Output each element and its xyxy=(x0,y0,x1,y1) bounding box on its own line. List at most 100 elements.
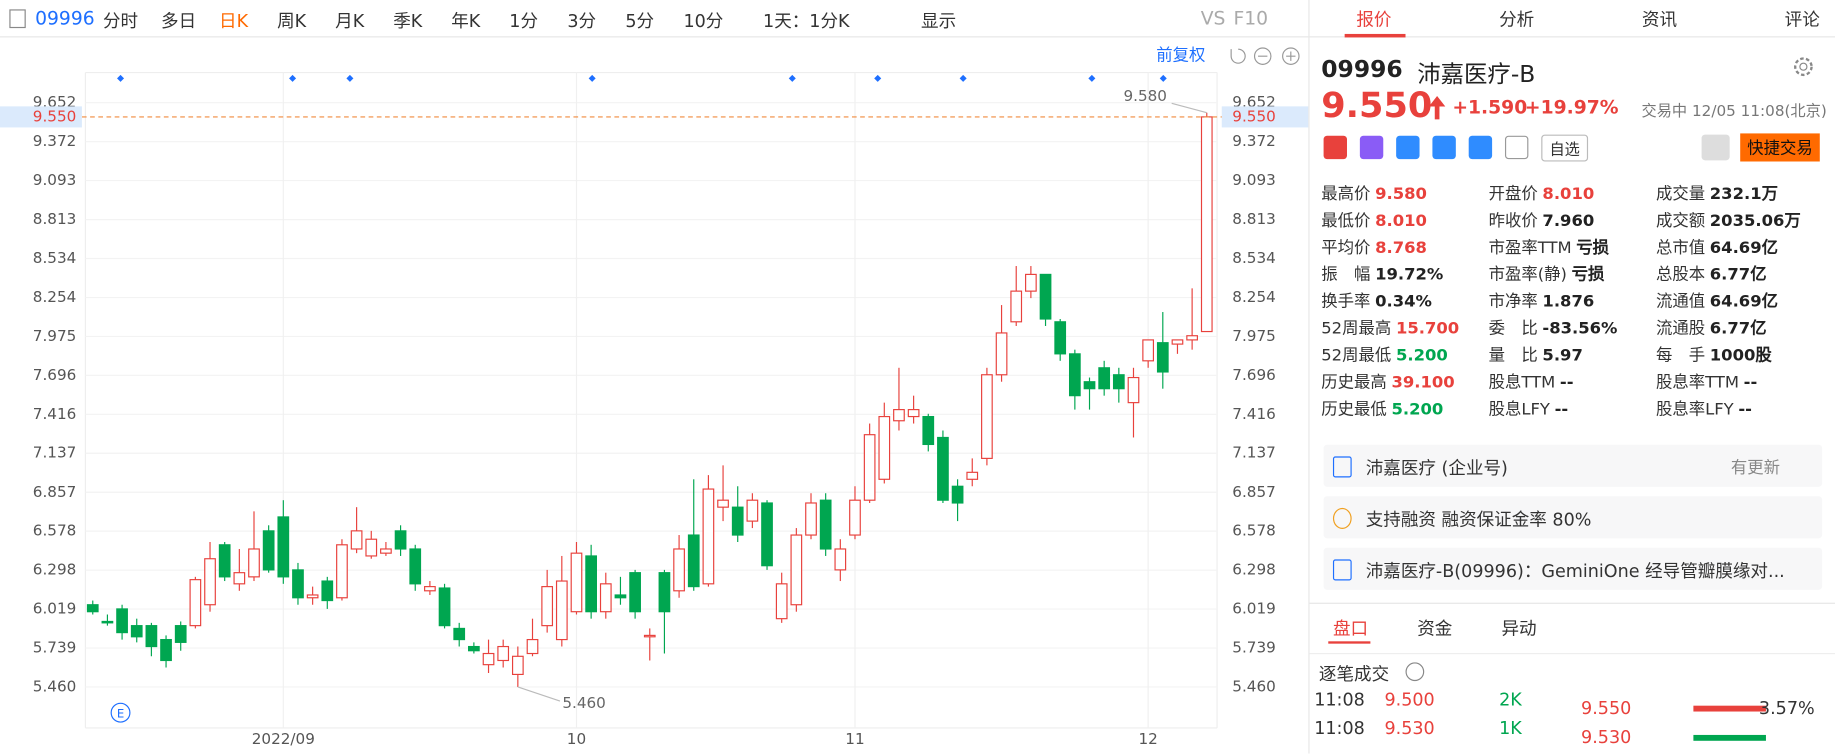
stat-value: 39.100 xyxy=(1391,373,1455,393)
divider xyxy=(1309,602,1835,604)
stat-label: 市盈率(静) xyxy=(1488,265,1567,285)
stat: 总市值 64.69亿 xyxy=(1656,235,1778,258)
x-tick-label: 12 xyxy=(1138,730,1157,748)
quote-tab[interactable]: 分析 xyxy=(1499,9,1535,31)
period-tab[interactable]: 3分 xyxy=(567,10,597,32)
y-tick-label: 8.534 xyxy=(33,249,77,267)
period-tab[interactable]: 分时 xyxy=(102,10,139,32)
stat-label: 开盘价 xyxy=(1488,184,1538,204)
candle-body xyxy=(438,587,451,627)
menu-icon xyxy=(9,9,26,29)
candle-body xyxy=(658,572,671,613)
candle-body xyxy=(834,548,847,571)
stat-value: 1000股 xyxy=(1709,346,1772,366)
trade-volume: 2K xyxy=(1499,689,1522,711)
stat-label: 流通值 xyxy=(1655,292,1706,312)
stat: 换手率 0.34% xyxy=(1321,289,1432,312)
y-tick-label: 7.975 xyxy=(33,327,77,345)
bottom-tab[interactable]: 资金 xyxy=(1417,617,1453,639)
candle-body xyxy=(761,502,773,567)
y-tick-label-right: 8.254 xyxy=(1232,288,1276,306)
adjust-label: 前复权 xyxy=(1156,46,1205,65)
status: 交易中 12/05 11:08(北京) xyxy=(1641,102,1827,121)
stat-value: 6.77亿 xyxy=(1709,319,1767,339)
chart-controls[interactable] xyxy=(1230,47,1300,65)
quote-tab[interactable]: 资讯 xyxy=(1641,9,1678,31)
stat: 平均价 8.768 xyxy=(1321,235,1427,258)
y-tick-label: 6.019 xyxy=(33,600,77,618)
book-bar xyxy=(1693,705,1766,712)
quote-tab[interactable]: 报价 xyxy=(1356,9,1392,31)
book-price: 9.550 xyxy=(1581,697,1632,719)
candle-body xyxy=(1010,290,1023,323)
settings-icon[interactable] xyxy=(1789,53,1817,81)
candle-body xyxy=(468,645,480,652)
period-tab[interactable]: 日K xyxy=(219,10,249,32)
stat-value: 亏损 xyxy=(1576,238,1610,258)
period-tab[interactable]: 10分 xyxy=(683,10,724,32)
y-tick-label-right: 8.534 xyxy=(1232,249,1276,267)
quote-tab[interactable]: 评论 xyxy=(1784,9,1820,31)
candle-body xyxy=(555,580,568,641)
stat-label: 成交额 xyxy=(1655,211,1706,231)
period-tab[interactable]: 季K xyxy=(393,10,423,32)
period-tab[interactable]: 多日 xyxy=(161,10,197,32)
y-tick-label: 6.857 xyxy=(33,483,77,501)
period-tab[interactable]: 周K xyxy=(277,10,307,32)
y-tick-label-right: 6.298 xyxy=(1232,561,1276,579)
display-select[interactable]: 显示 xyxy=(921,10,957,32)
y-tick-label: 7.416 xyxy=(33,405,77,423)
y-tick-label: 6.578 xyxy=(33,522,77,540)
last-price-label: 9.550 xyxy=(33,107,77,125)
divider xyxy=(1309,653,1835,655)
period-tab[interactable]: 年K xyxy=(451,10,481,32)
y-tick-label-right: 7.696 xyxy=(1232,366,1276,384)
bottom-tab[interactable]: 盘口 xyxy=(1332,617,1369,639)
x-tick-label: 10 xyxy=(567,730,586,748)
f10-button[interactable]: F10 xyxy=(1233,7,1269,30)
e-icon[interactable] xyxy=(110,702,131,723)
bottom-tab[interactable]: 异动 xyxy=(1501,617,1537,639)
y-tick-label: 9.093 xyxy=(33,171,77,189)
news-row[interactable] xyxy=(1323,444,1823,487)
stat: 每 手 1000股 xyxy=(1656,343,1772,366)
y-tick-label: 8.254 xyxy=(33,288,77,306)
news-row[interactable] xyxy=(1323,547,1823,590)
news-text: 支持融资 融资保证金率 80% xyxy=(1365,509,1592,531)
book-price: 9.530 xyxy=(1581,726,1632,748)
x-tick-label: 11 xyxy=(845,730,864,748)
y-tick-label-right: 5.739 xyxy=(1232,639,1276,657)
stat: 流通值 64.69亿 xyxy=(1656,289,1778,312)
period-tab[interactable]: 1分 xyxy=(509,10,539,32)
trade-button[interactable]: 快捷交易 xyxy=(1740,133,1820,162)
y-tick-label: 5.739 xyxy=(33,639,77,657)
stat-value: -83.56% xyxy=(1542,319,1618,339)
news-row[interactable] xyxy=(1323,496,1823,539)
period-tab[interactable]: 月K xyxy=(335,10,365,32)
period-select[interactable]: 1天：1分K xyxy=(763,10,850,32)
stat: 委 比 -83.56% xyxy=(1489,316,1618,339)
y-tick-label-right: 6.019 xyxy=(1232,600,1276,618)
candle-body xyxy=(790,534,803,606)
last-price-box xyxy=(1221,106,1309,128)
candle-body xyxy=(863,434,876,501)
e-icon-label: E xyxy=(117,706,124,720)
watch-button[interactable]: 自选 xyxy=(1541,134,1589,162)
stat: 流通股 6.77亿 xyxy=(1656,316,1767,339)
tab-underline xyxy=(1344,33,1406,38)
candle-body xyxy=(336,544,348,599)
candle-body xyxy=(424,586,436,592)
stat-label: 市净率 xyxy=(1488,292,1538,312)
vs-button[interactable]: VS xyxy=(1200,7,1226,30)
info-icon xyxy=(1405,662,1425,682)
stat-label: 成交量 xyxy=(1655,184,1706,204)
candle-body xyxy=(321,580,334,602)
stat-label: 历史最低 xyxy=(1321,400,1387,419)
period-tab[interactable]: 5分 xyxy=(625,10,655,32)
stat-value: 64.69亿 xyxy=(1709,238,1779,258)
stat: 股息率LFY -- xyxy=(1656,397,1752,420)
stat-label: 股息率TTM xyxy=(1655,373,1739,393)
x-tick-label: 2022/09 xyxy=(252,730,315,748)
high-leader xyxy=(1171,102,1207,114)
candle-body xyxy=(995,332,1008,376)
